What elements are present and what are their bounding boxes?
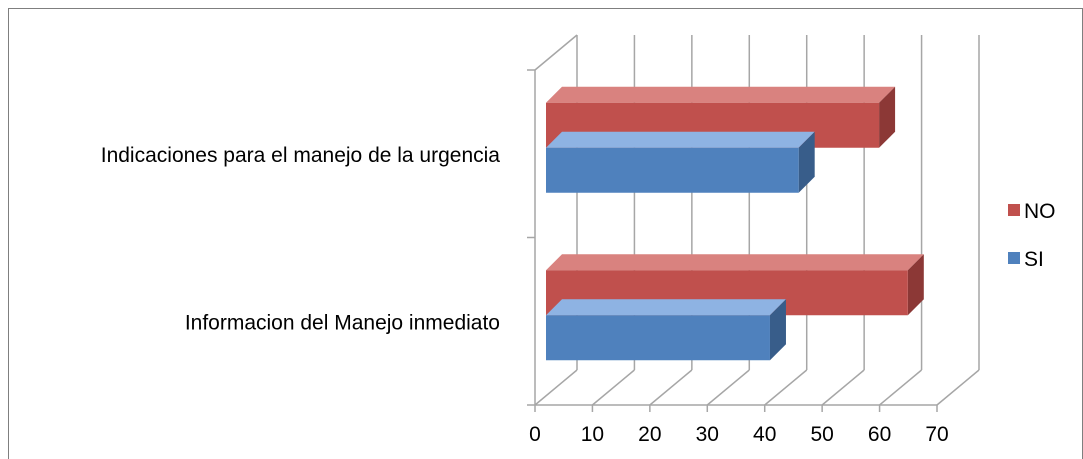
x-tick-label: 30 — [696, 423, 719, 446]
gridline-floor — [821, 369, 865, 406]
gridline-floor — [936, 369, 980, 406]
bar-si — [546, 299, 786, 361]
legend-label-si: SI — [1024, 248, 1044, 271]
gridline-floor — [649, 369, 693, 406]
bar-no — [546, 86, 896, 148]
x-tick-label: 60 — [868, 423, 891, 446]
legend-label-no: NO — [1024, 200, 1056, 223]
gridline-floor — [764, 369, 808, 406]
x-tick-label: 0 — [529, 423, 541, 446]
back-wall-top-left — [534, 34, 578, 71]
bar-front-face — [546, 147, 799, 193]
category-label: Informacion del Manejo inmediato — [185, 311, 500, 334]
x-tick-label: 10 — [581, 423, 604, 446]
x-tick-label: 50 — [810, 423, 833, 446]
bar-side-face — [798, 131, 815, 193]
gridline-floor — [591, 369, 635, 406]
bar-top-face — [546, 131, 815, 148]
x-tick-label: 70 — [925, 423, 948, 446]
bar-side-face — [907, 254, 924, 316]
bar-top-face — [546, 86, 896, 103]
bar-top-face — [546, 254, 924, 271]
bar-top-face — [546, 299, 786, 316]
legend-swatch-si — [1008, 252, 1020, 264]
bar-side-face — [879, 86, 896, 148]
gridline-floor — [706, 369, 750, 406]
bar-si — [546, 131, 815, 193]
bar-side-face — [769, 299, 786, 361]
gridline-floor — [534, 369, 578, 406]
bar-front-face — [546, 315, 770, 361]
x-tick-label: 40 — [753, 423, 776, 446]
legend-swatch-no — [1008, 204, 1020, 216]
x-tick-label: 20 — [638, 423, 661, 446]
category-label: Indicaciones para el manejo de la urgenc… — [101, 144, 501, 167]
gridline-floor — [879, 369, 923, 406]
